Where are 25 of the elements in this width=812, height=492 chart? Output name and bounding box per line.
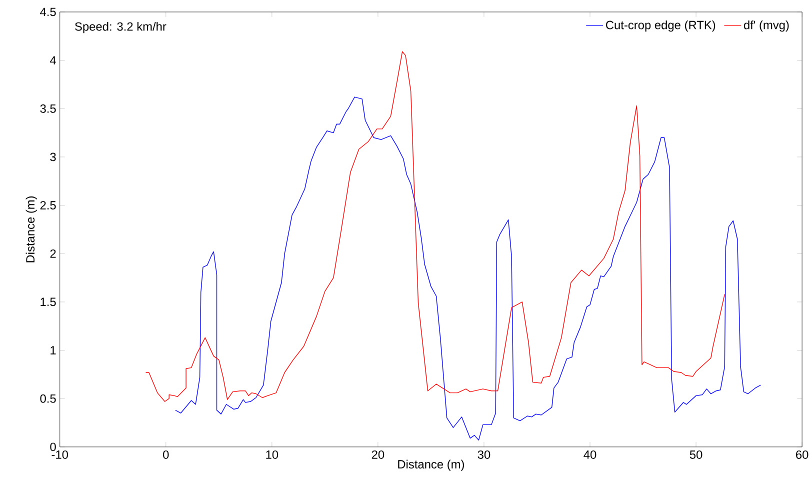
y-tick-label: 2 [50, 250, 56, 258]
line-series [175, 96, 762, 441]
x-tick-label: 30 [478, 450, 490, 459]
line-series [145, 51, 726, 402]
annotation: Speed: 3.2 km/hr [75, 22, 166, 34]
y-tick-label: 3 [50, 152, 56, 162]
y-tick-label: 0 [50, 442, 56, 452]
x-tick-label: 0 [163, 450, 169, 459]
y-tick-label: 3.5 [40, 104, 56, 113]
x-tick-label: 40 [584, 450, 596, 459]
y-axis-title: Distance (m) [26, 196, 37, 262]
y-tick-label: 2.5 [40, 201, 56, 210]
x-axis-title: Distance (m) [398, 460, 464, 471]
legend-label: Cut-crop edge (RTK) [606, 20, 716, 32]
y-tick-label: 0.5 [40, 394, 56, 403]
legend-label: df' (mvg) [744, 20, 789, 32]
y-tick-label: 4.5 [40, 8, 56, 16]
x-tick-label: 50 [690, 450, 702, 459]
x-tick-label: 20 [372, 450, 384, 459]
x-tick-label: 10 [266, 450, 278, 459]
x-tick-label: 60 [796, 450, 808, 459]
x-tick-label: -10 [52, 450, 68, 459]
y-tick-label: 1 [50, 346, 56, 354]
y-tick-label: 4 [50, 56, 56, 64]
y-tick-label: 1.5 [40, 298, 56, 306]
